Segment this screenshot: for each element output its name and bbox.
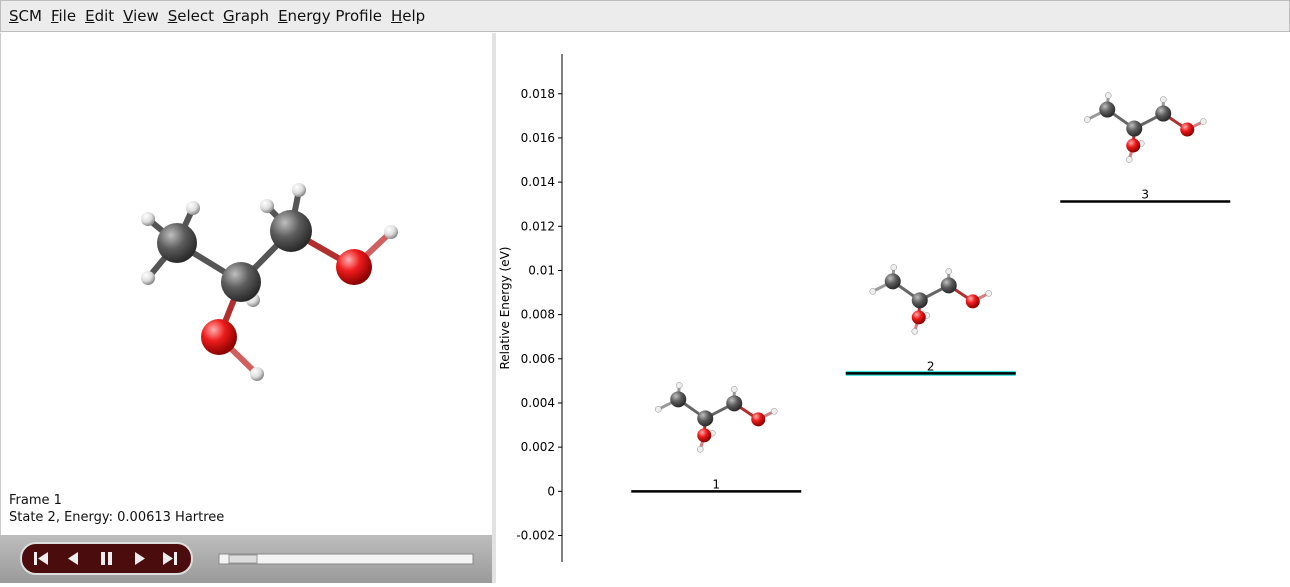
y-tick-label: 0.012	[521, 219, 555, 233]
atom-h	[869, 288, 876, 295]
atom-c	[940, 277, 957, 294]
playback-svg	[20, 542, 474, 575]
atom-o	[965, 294, 980, 309]
next-button[interactable]	[135, 552, 145, 565]
atom-c	[1155, 105, 1172, 122]
previous-button[interactable]	[68, 552, 78, 565]
menu-item[interactable]: Energy Profile	[278, 7, 382, 25]
atom-o	[751, 412, 766, 427]
atom-h	[731, 386, 738, 393]
atom-c	[726, 395, 743, 412]
menu-bar: SCM File Edit View Select Graph Energy Profile…	[0, 0, 1290, 32]
menu-item[interactable]: View	[123, 7, 159, 25]
frame-label: Frame 1	[9, 493, 62, 508]
y-tick-label: 0.008	[521, 308, 555, 322]
pause-button[interactable]	[101, 552, 112, 565]
atom-c	[911, 292, 928, 309]
atom-c	[884, 273, 901, 290]
atom-h	[985, 290, 992, 297]
y-tick-label: 0.018	[521, 87, 555, 101]
level-label: 1	[712, 477, 720, 491]
molecule-thumbnail	[1084, 92, 1207, 163]
atom-o	[1180, 122, 1195, 137]
y-tick-label: 0	[547, 484, 555, 498]
atom-h	[676, 382, 683, 389]
atom-o	[911, 310, 926, 325]
level-label: 2	[927, 359, 935, 373]
y-tick-label: 0.016	[521, 131, 555, 145]
y-tick-label: 0.01	[528, 263, 555, 277]
menu-item[interactable]: SCM	[9, 7, 42, 25]
state-label: State 2, Energy: 0.00613 Hartree	[9, 510, 225, 525]
atom-h	[890, 264, 897, 271]
atom-c	[697, 410, 714, 427]
molecule-thumbnail	[655, 382, 778, 453]
atoms	[141, 183, 398, 381]
molecule-3d	[141, 183, 398, 381]
first-frame-button[interactable]	[34, 552, 48, 565]
atom-h	[1105, 92, 1112, 99]
energy-profile-chart: Relative Energy (eV) -0.002 0 0.002 0.004 0.…	[498, 54, 1231, 562]
y-axis-label: Relative Energy (eV)	[498, 247, 512, 370]
last-frame-button[interactable]	[163, 552, 177, 565]
atom-o	[1126, 138, 1141, 153]
y-tick-label: 0.006	[521, 352, 555, 366]
atom-h	[911, 328, 918, 335]
splitter[interactable]	[492, 33, 496, 583]
level-label: 3	[1141, 188, 1149, 202]
y-tick-label: 0.014	[521, 175, 555, 189]
molecule-viewer: Frame 1 State 2, Energy: 0.00613 Hartree	[0, 33, 492, 583]
y-tick-label: 0.004	[521, 396, 555, 410]
y-tick-label: -0.002	[516, 528, 555, 542]
menu-item[interactable]: Help	[391, 7, 426, 25]
atom-c	[1126, 120, 1143, 137]
slider-handle[interactable]	[228, 554, 258, 564]
molecule-thumbnail	[869, 264, 992, 335]
atom-c	[1099, 101, 1116, 118]
atom-h	[1160, 96, 1167, 103]
menu-item[interactable]: Graph	[223, 7, 270, 25]
atom-h	[945, 268, 952, 275]
atom-h	[771, 408, 778, 415]
atom-o	[697, 428, 712, 443]
menu-item[interactable]: File	[50, 7, 77, 25]
atom-c	[670, 391, 687, 408]
atom-h	[1084, 116, 1091, 123]
atom-h	[655, 406, 662, 413]
frame-slider[interactable]	[218, 553, 474, 565]
menu-item[interactable]: Edit	[85, 7, 115, 25]
playback-controls	[0, 535, 492, 583]
atom-h	[1200, 118, 1207, 125]
menu-item[interactable]: Select	[167, 7, 215, 25]
button-pill	[20, 542, 193, 575]
y-tick-label: 0.002	[521, 440, 555, 454]
atom-h	[697, 446, 704, 453]
atom-h	[1126, 156, 1133, 163]
